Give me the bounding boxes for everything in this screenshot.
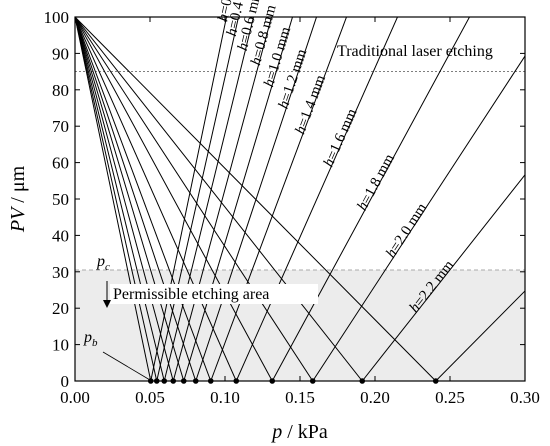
- series-falling-line: [75, 17, 437, 381]
- series-falling-line: [75, 17, 158, 381]
- x-tick-label: 0.00: [60, 388, 90, 407]
- y-tick-label: 70: [52, 117, 69, 136]
- y-tick-label: 0: [61, 372, 70, 391]
- y-tick-label: 60: [52, 154, 69, 173]
- series-rising-line: [156, 17, 240, 381]
- pc-label: pc: [96, 253, 110, 273]
- x-tick-label: 0.05: [135, 388, 165, 407]
- x-tick-label: 0.15: [285, 388, 315, 407]
- series-rising-line: [183, 17, 294, 381]
- region-arrow-head: [103, 300, 111, 308]
- series-falling-line: [75, 17, 165, 381]
- series-rising-line: [172, 17, 273, 381]
- region-label-box: [110, 284, 318, 304]
- series-rising-line: [312, 55, 525, 381]
- series-falling-line: [75, 17, 363, 381]
- series-falling-line: [75, 17, 152, 381]
- series-rising-line: [150, 17, 228, 381]
- x-tick-label: 0.10: [210, 388, 240, 407]
- y-tick-label: 90: [52, 44, 69, 63]
- y-axis-title: PV / μm: [7, 165, 29, 233]
- y-tick-label: 40: [52, 226, 69, 245]
- series-h-label: h=1.8 mm: [354, 151, 398, 213]
- series-rising-line: [435, 290, 525, 381]
- y-tick-label: 10: [52, 336, 69, 355]
- x-tick-label: 0.20: [360, 388, 390, 407]
- pb-leader-line: [102, 351, 151, 381]
- series-rising-line: [235, 17, 399, 381]
- series-falling-line: [75, 17, 314, 381]
- series-h-label: h=2.0 mm: [383, 200, 430, 261]
- series-rising-line: [361, 174, 525, 381]
- y-tick-label: 50: [52, 190, 69, 209]
- region-label: Permissible etching area: [113, 286, 269, 303]
- x-tick-label: 0.25: [435, 388, 465, 407]
- series-falling-line: [75, 17, 197, 381]
- series-falling-line: [75, 17, 237, 381]
- series-falling-line: [75, 17, 185, 381]
- axis-ticks: 0.00 0.05 0.10 0.15 0.20 0.25 0.30 0 10 20 30 40 50 6…: [44, 8, 540, 407]
- series-rising-line: [195, 17, 318, 381]
- x-tick-label: 0.30: [510, 388, 540, 407]
- y-tick-label: 80: [52, 81, 69, 100]
- y-tick-label: 20: [52, 299, 69, 318]
- series-falling-line: [75, 17, 273, 381]
- series-h-label: h=1.6 mm: [321, 106, 361, 169]
- x-axis-title: p / kPa: [270, 421, 328, 443]
- series-rising-line: [163, 17, 255, 381]
- y-tick-label: 100: [44, 8, 70, 27]
- series-rising-line: [210, 17, 348, 381]
- series-falling-line: [75, 17, 174, 381]
- y-tick-label: 30: [52, 263, 69, 282]
- series-group: [75, 17, 525, 381]
- pb-label: pb: [83, 329, 98, 349]
- series-falling-line: [75, 17, 212, 381]
- traditional-laser-etching-label: Traditional laser etching: [337, 43, 493, 60]
